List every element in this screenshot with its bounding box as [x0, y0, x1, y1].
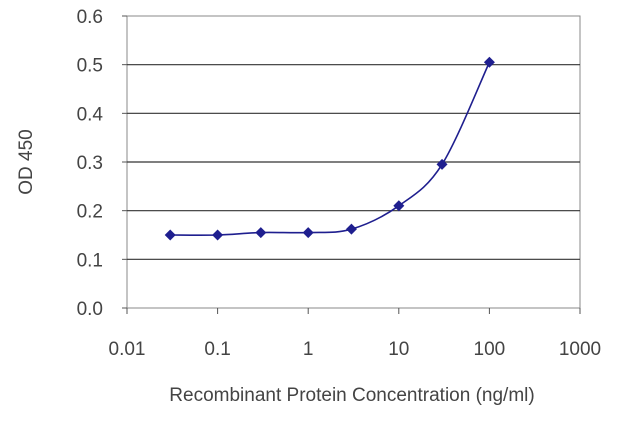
x-tick-label: 100 — [474, 339, 506, 360]
y-tick-label: 0.3 — [77, 153, 103, 174]
y-tick-label: 0.6 — [77, 7, 103, 28]
data-point — [483, 56, 495, 68]
x-tick-label: 10 — [388, 339, 409, 360]
y-axis-title: OD 450 — [16, 129, 37, 194]
x-tick-label: 1000 — [559, 339, 601, 360]
y-tick-label: 0.5 — [77, 56, 103, 77]
y-tick-label: 0.2 — [77, 202, 103, 223]
data-point — [212, 229, 224, 241]
x-axis-ticks: 0.01 0.1 1 10 100 1000 — [109, 308, 601, 360]
y-axis-ticks: 0.0 0.1 0.2 0.3 0.4 0.5 0.6 — [77, 7, 127, 320]
y-tick-label: 0.4 — [77, 104, 104, 125]
y-tick-label: 0.1 — [77, 250, 103, 271]
y-tick-label: 0.0 — [77, 299, 103, 320]
data-point — [393, 200, 405, 212]
data-point — [345, 223, 357, 235]
x-tick-label: 1 — [303, 339, 314, 360]
x-tick-label: 0.1 — [204, 339, 230, 360]
data-point — [302, 227, 314, 239]
x-axis-title: Recombinant Protein Concentration (ng/ml… — [169, 385, 534, 406]
data-point — [436, 158, 448, 170]
series-group — [164, 56, 495, 241]
gridlines — [127, 64, 580, 260]
x-tick-label: 0.01 — [109, 339, 146, 360]
data-point — [164, 229, 176, 241]
data-point — [255, 227, 267, 239]
